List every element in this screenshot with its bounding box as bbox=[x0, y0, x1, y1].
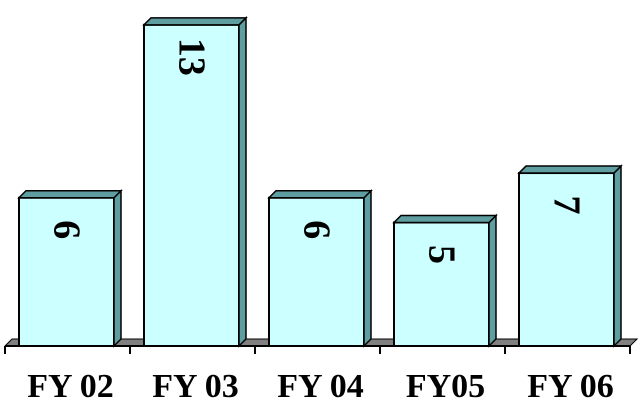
bar-top-face bbox=[17, 190, 123, 199]
x-tick-label: FY 02 bbox=[27, 368, 114, 403]
x-tick-label: FY 04 bbox=[277, 368, 364, 403]
bar-top-face bbox=[142, 17, 248, 26]
x-tick-label: FY 06 bbox=[527, 368, 614, 403]
bar-side-face bbox=[113, 188, 122, 348]
bar-side-face bbox=[238, 16, 247, 348]
bar-side-face bbox=[488, 213, 497, 348]
x-tick-label: FY05 bbox=[406, 368, 485, 403]
bar-side-face bbox=[363, 188, 372, 348]
bar-fy-04 bbox=[268, 196, 365, 347]
bar-top-face bbox=[517, 165, 623, 174]
bar-fy-06 bbox=[518, 172, 615, 347]
data-label: 5 bbox=[421, 245, 463, 264]
data-label: 13 bbox=[171, 38, 213, 76]
data-label: 6 bbox=[296, 220, 338, 239]
data-label: 6 bbox=[46, 220, 88, 239]
data-label: 7 bbox=[546, 196, 588, 215]
x-axis bbox=[4, 345, 631, 354]
bar-side-face bbox=[613, 164, 622, 348]
x-tick-label: FY 03 bbox=[152, 368, 239, 403]
bar-fy05 bbox=[393, 221, 490, 347]
labels-group: 6 FY 02 13 FY 03 6 FY 04 5 FY05 7 FY 06 bbox=[27, 38, 614, 403]
bars-group bbox=[17, 16, 623, 348]
bar-top-face bbox=[392, 214, 498, 224]
bar-fy-02 bbox=[18, 196, 115, 347]
bar-top-face bbox=[267, 190, 373, 199]
